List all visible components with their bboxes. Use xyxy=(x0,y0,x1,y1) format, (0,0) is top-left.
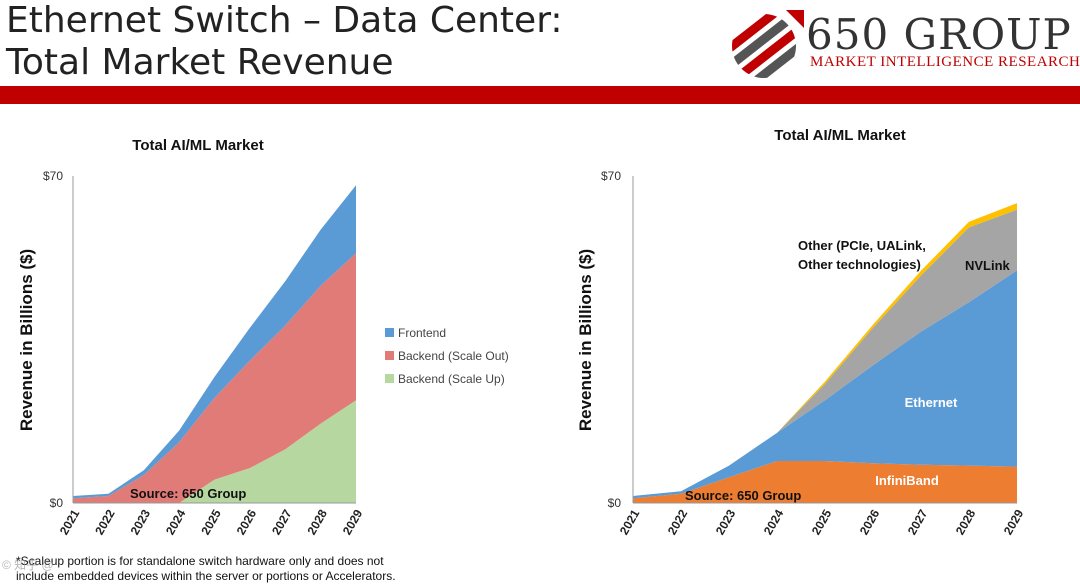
chart1-x-tick-2022: 2022 xyxy=(665,507,691,537)
legend-swatch-backend-scale-up xyxy=(385,374,394,383)
chart1-x-tick-2021: 2021 xyxy=(617,507,643,537)
chart0-x-tick-2028: 2028 xyxy=(304,507,330,537)
left-y-tick-max: $70 xyxy=(43,169,63,183)
legend-label-backend-scale-up: Backend (Scale Up) xyxy=(398,372,505,386)
logo-tagline: MARKET INTELLIGENCE RESEARCH xyxy=(810,54,1080,70)
chart0-area-backend-scale-up xyxy=(73,400,356,503)
chart0-x-tick-2026: 2026 xyxy=(234,507,260,537)
right-chart-title: Total AI/ML Market xyxy=(774,127,905,144)
label-infiniband: InfiniBand xyxy=(875,473,939,488)
legend-swatch-backend-scale-out xyxy=(385,351,394,360)
legend-label-backend-scale-out: Backend (Scale Out) xyxy=(398,349,509,363)
left-legend: Frontend Backend (Scale Out) Backend (Sc… xyxy=(385,326,509,386)
chart1-x-tick-2029: 2029 xyxy=(1001,507,1027,537)
legend-swatch-frontend xyxy=(385,328,394,337)
chart1-area-nvlink xyxy=(633,209,1017,496)
slide-title-line1: Ethernet Switch – Data Center: xyxy=(6,0,563,41)
footnote-line2: include embedded devices within the serv… xyxy=(16,569,396,583)
chart1-x-tick-2023: 2023 xyxy=(713,507,739,537)
chart0-x-tick-2029: 2029 xyxy=(340,507,366,537)
left-chart: Total AI/ML Market Revenue in Billions (… xyxy=(17,137,509,537)
header-divider-bar xyxy=(0,86,1080,104)
company-logo: 650 GROUP MARKET INTELLIGENCE RESEARCH xyxy=(728,8,1080,80)
left-x-tick-labels: 2021 2022 2023 2024 2025 2026 2027 2028 2029 xyxy=(57,507,366,537)
chart0-x-tick-2024: 2024 xyxy=(163,507,189,537)
right-area-layers xyxy=(633,203,1017,503)
chart0-x-tick-2027: 2027 xyxy=(269,507,295,537)
logo-stripes-icon xyxy=(732,10,804,78)
legend-label-frontend: Frontend xyxy=(398,326,446,340)
right-y-tick-max: $70 xyxy=(601,169,621,183)
logo-name: 650 GROUP xyxy=(806,10,1072,59)
left-chart-title: Total AI/ML Market xyxy=(132,137,263,154)
label-ethernet: Ethernet xyxy=(905,395,958,410)
right-x-tick-labels: 2021 2022 2023 2024 2025 2026 2027 2028 2029 xyxy=(617,507,1027,537)
slide-title: Ethernet Switch – Data Center: Total Mar… xyxy=(6,0,563,84)
chart1-x-tick-2028: 2028 xyxy=(953,507,979,537)
slide-title-line2: Total Market Revenue xyxy=(6,42,394,83)
right-y-tick-zero: $0 xyxy=(608,496,622,510)
footnote-line1: *Scaleup portion is for standalone switc… xyxy=(16,554,384,568)
chart1-area-ethernet xyxy=(633,270,1017,499)
chart1-x-tick-2026: 2026 xyxy=(857,507,883,537)
footnote: *Scaleup portion is for standalone switc… xyxy=(16,554,446,584)
left-source-label: Source: 650 Group xyxy=(130,486,246,501)
right-chart: Total AI/ML Market Revenue in Billions (… xyxy=(576,127,1027,537)
chart0-x-tick-2021: 2021 xyxy=(57,507,83,537)
left-y-tick-zero: $0 xyxy=(50,496,64,510)
chart1-area-infiniband xyxy=(633,461,1017,503)
right-y-axis-label: Revenue in Billions ($) xyxy=(576,249,595,431)
chart0-area-backend-scale-out xyxy=(73,253,356,503)
left-area-layers xyxy=(73,185,356,503)
watermark: © 知乎 @ xyxy=(2,558,54,572)
chart0-x-tick-2022: 2022 xyxy=(92,507,118,537)
chart0-x-tick-2023: 2023 xyxy=(128,507,154,537)
chart1-x-tick-2024: 2024 xyxy=(761,507,787,537)
chart1-x-tick-2027: 2027 xyxy=(905,507,931,537)
chart1-x-tick-2025: 2025 xyxy=(809,507,835,537)
label-nvlink: NVLink xyxy=(965,258,1011,273)
label-other-line2: Other technologies) xyxy=(798,257,921,272)
label-other-line1: Other (PCIe, UALink, xyxy=(798,238,926,253)
chart0-x-tick-2025: 2025 xyxy=(198,507,224,537)
right-source-label: Source: 650 Group xyxy=(685,488,801,503)
left-y-axis-label: Revenue in Billions ($) xyxy=(17,249,36,431)
